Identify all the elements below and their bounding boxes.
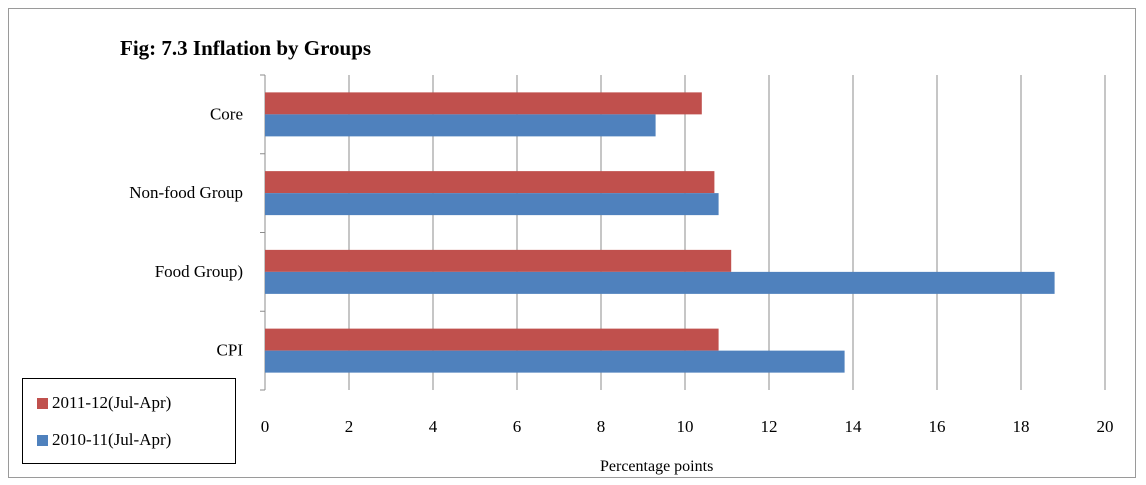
- bar-1-non-food-group: [265, 171, 715, 194]
- bar-2-food-group: [265, 271, 1055, 294]
- legend-item-series-2: 2010-11(Jul-Apr): [37, 430, 171, 450]
- chart-title: Fig: 7.3 Inflation by Groups: [120, 36, 372, 60]
- x-tick-label-4: 8: [597, 417, 606, 436]
- x-tick-label-9: 18: [1013, 417, 1030, 436]
- x-tick-label-8: 16: [929, 417, 946, 436]
- category-label-0: Core: [210, 104, 243, 123]
- x-tick-label-7: 14: [845, 417, 863, 436]
- bar-1-food-group: [265, 249, 732, 272]
- x-tick-label-0: 0: [261, 417, 270, 436]
- x-axis-title: Percentage points: [600, 458, 714, 475]
- x-tick-label-3: 6: [513, 417, 522, 436]
- category-label-1: Non-food Group: [129, 183, 243, 202]
- x-tick-label-2: 4: [429, 417, 438, 436]
- bar-1-cpi: [265, 328, 719, 351]
- x-tick-label-1: 2: [345, 417, 354, 436]
- legend: 2011-12(Jul-Apr) 2010-11(Jul-Apr): [22, 378, 236, 464]
- bar-2-core: [265, 114, 656, 137]
- x-tick-label-6: 12: [761, 417, 778, 436]
- chart-frame: [8, 8, 1136, 478]
- bar-2-non-food-group: [265, 193, 719, 216]
- x-tick-label-5: 10: [677, 417, 694, 436]
- legend-swatch-series-2: [37, 434, 48, 446]
- bar-2-cpi: [265, 350, 845, 373]
- category-label-3: CPI: [217, 341, 244, 360]
- legend-swatch-series-1: [37, 397, 48, 409]
- bar-1-core: [265, 92, 702, 115]
- legend-item-series-1: 2011-12(Jul-Apr): [37, 393, 171, 413]
- legend-label-series-1: 2011-12(Jul-Apr): [52, 393, 172, 412]
- x-tick-label-10: 20: [1097, 417, 1114, 436]
- category-label-2: Food Group): [155, 262, 243, 281]
- legend-label-series-2: 2010-11(Jul-Apr): [52, 430, 172, 449]
